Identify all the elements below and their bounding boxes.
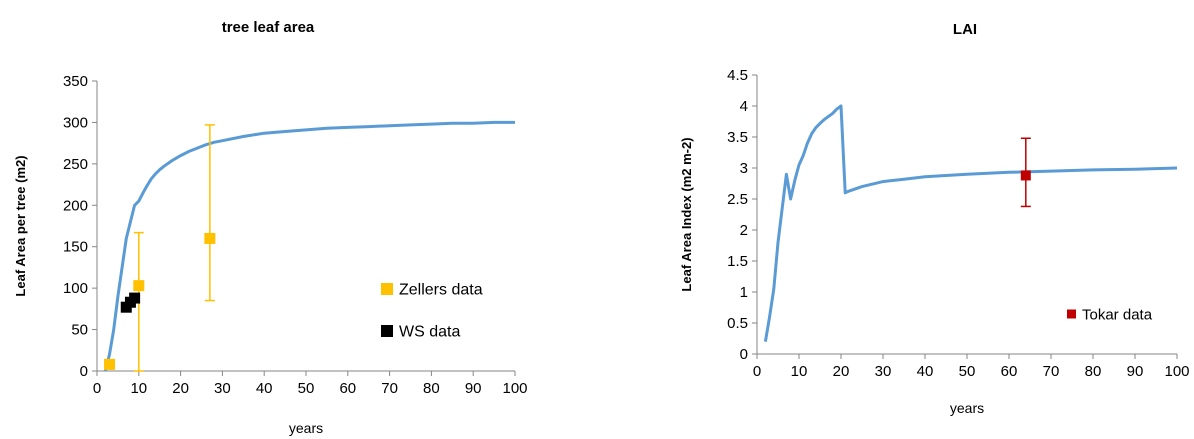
- tree-leaf-area-y-tick-label: 350: [63, 73, 88, 90]
- chart-tree-leaf-area: tree leaf area 0 50 100 150 200 250 300 350 0 10 20…: [13, 19, 528, 436]
- tree-leaf-area-y-tick-label: 50: [71, 322, 88, 339]
- tree-leaf-area-zellers-data-point: [204, 232, 216, 244]
- lai-y-tick-label: 1.5: [727, 253, 748, 270]
- lai-y-tick-label: 0.5: [727, 315, 748, 332]
- tree-leaf-area-zellers-data-point: [104, 358, 116, 370]
- lai-tokar-data-point: [1020, 170, 1031, 181]
- tree-leaf-area-y-axis-label: Leaf Area per tree (m2): [13, 155, 28, 296]
- lai-title: LAI: [953, 21, 977, 38]
- chart-lai: LAI 0 0.5 1 1.5 2 2.5 3 3.5 4 4.5 0 10 20 30 40 50 60 70 80…: [679, 21, 1190, 416]
- tree-leaf-area-x-tick-label: 90: [465, 380, 482, 397]
- tree-leaf-area-x-tick-label: 0: [93, 380, 101, 397]
- tree-leaf-area-y-tick-label: 100: [63, 280, 88, 297]
- tree-leaf-area-legend-zellers-data-label: Zellers data: [399, 282, 483, 299]
- lai-legend-tokar-data-marker: [1067, 309, 1076, 319]
- lai-x-tick-label: 40: [917, 363, 934, 380]
- tree-leaf-area-y-tick-label: 0: [80, 363, 88, 380]
- tree-leaf-area-x-tick-label: 100: [502, 380, 527, 397]
- lai-x-axis-label: years: [950, 400, 984, 416]
- lai-x-tick-label: 30: [875, 363, 892, 380]
- tree-leaf-area-x-tick-label: 80: [423, 380, 440, 397]
- tree-leaf-area-x-tick-label: 30: [214, 380, 231, 397]
- lai-model-line: [763, 104, 1178, 342]
- tree-leaf-area-x-tick-label: 10: [130, 380, 147, 397]
- tree-leaf-area-y-tick-label: 300: [63, 114, 88, 131]
- lai-x-tick-label: 90: [1127, 363, 1144, 380]
- tree-leaf-area-model-line: [103, 120, 515, 372]
- lai-y-tick-label: 4: [740, 98, 748, 115]
- tree-leaf-area-y-tick-label: 200: [63, 197, 88, 214]
- tree-leaf-area-zellers-data-point: [133, 280, 145, 292]
- tree-leaf-area-y-tick-label: 250: [63, 156, 88, 173]
- lai-y-tick-label: 2: [740, 222, 748, 239]
- tree-leaf-area-ws-data-point: [129, 292, 141, 304]
- lai-x-tick-label: 0: [753, 363, 761, 380]
- lai-x-tick-label: 10: [791, 363, 808, 380]
- tree-leaf-area-x-tick-label: 20: [172, 380, 189, 397]
- tree-leaf-area-x-tick-label: 40: [256, 380, 273, 397]
- lai-x-tick-label: 70: [1043, 363, 1060, 380]
- tree-leaf-area-x-tick-label: 50: [298, 380, 315, 397]
- lai-y-tick-label: 1: [740, 284, 748, 301]
- lai-y-tick-label: 3.5: [727, 129, 748, 146]
- lai-x-tick-label: 60: [1001, 363, 1018, 380]
- tree-leaf-area-y-tick-label: 150: [63, 239, 88, 256]
- lai-y-tick-label: 2.5: [727, 191, 748, 208]
- tree-leaf-area-x-tick-label: 70: [381, 380, 398, 397]
- lai-x-tick-label: 50: [959, 363, 976, 380]
- lai-x-tick-label: 100: [1164, 363, 1189, 380]
- tree-leaf-area-x-tick-label: 60: [339, 380, 356, 397]
- tree-leaf-area-title: tree leaf area: [222, 19, 315, 36]
- lai-x-tick-label: 20: [833, 363, 850, 380]
- lai-y-tick-label: 4.5: [727, 67, 748, 84]
- tree-leaf-area-legend-ws-data-marker: [381, 325, 393, 337]
- lai-y-axis-label: Leaf Area Index (m2 m-2): [679, 137, 694, 291]
- lai-y-tick-label: 0: [740, 346, 748, 363]
- lai-y-tick-label: 3: [740, 160, 748, 177]
- tree-leaf-area-legend-ws-data-label: WS data: [399, 324, 460, 341]
- lai-legend-tokar-data-label: Tokar data: [1082, 307, 1153, 324]
- lai-x-tick-label: 80: [1085, 363, 1102, 380]
- tree-leaf-area-x-axis-label: years: [289, 420, 323, 436]
- tree-leaf-area-legend-zellers-data-marker: [381, 283, 393, 295]
